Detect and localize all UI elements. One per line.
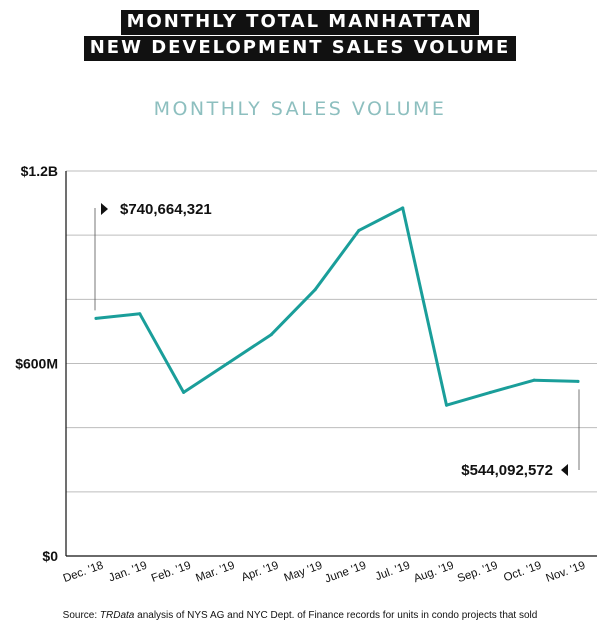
series-line <box>94 206 580 407</box>
x-tick-label-9: Sep. '19 <box>456 560 499 586</box>
data-point-2 <box>182 390 186 394</box>
x-tick-label-1: Jan. '19 <box>107 560 149 585</box>
data-point-5 <box>313 288 317 292</box>
source-italic: TRData <box>99 610 135 621</box>
chart-subtitle: MONTHLY SALES VOLUME <box>153 98 447 120</box>
x-tick-label-3: Mar. '19 <box>194 560 236 585</box>
x-tick-label-5: May '19 <box>282 560 324 585</box>
data-point-10 <box>532 378 536 382</box>
data-point-3 <box>225 362 229 365</box>
annotation-label-1: $740,664,321 <box>120 201 212 218</box>
x-tick-label-10: Oct. '19 <box>502 560 543 585</box>
x-tick-label-2: Feb. '19 <box>150 560 193 585</box>
annotation-label-2: $544,092,572 <box>461 462 553 479</box>
y-tick-label-0: $0 <box>42 548 58 564</box>
x-tick-label-4: Apr. '19 <box>240 560 280 584</box>
data-point-1 <box>138 312 142 316</box>
data-point-9 <box>488 390 492 394</box>
x-tick-label-7: Jul. '19 <box>374 560 412 584</box>
title-line-2: NEW DEVELOPMENT SALES VOLUME <box>83 36 517 61</box>
data-point-6 <box>357 228 361 232</box>
chart-title-block: MONTHLY TOTAL MANHATTAN NEW DEVELOPMENT … <box>0 10 600 61</box>
data-point-11 <box>576 379 580 383</box>
y-tick-label-2: $1.2B <box>21 163 58 179</box>
data-point-0 <box>94 316 98 320</box>
x-tick-label-0: Dec. '18 <box>62 560 105 586</box>
y-tick-label-1: $600M <box>15 356 58 372</box>
x-tick-label-6: June '19 <box>323 560 368 586</box>
annotation-pointer-2 <box>561 464 568 476</box>
source-note: Source: TRData analysis of NYS AG and NY… <box>0 610 600 621</box>
data-point-4 <box>269 333 273 337</box>
data-point-7 <box>401 206 405 210</box>
source-prefix: Source: <box>62 610 100 621</box>
x-tick-label-8: Aug. '19 <box>412 560 455 586</box>
source-rest: analysis of NYS AG and NYC Dept. of Fina… <box>134 610 538 621</box>
annotation-pointer-1 <box>101 203 108 215</box>
title-line-1: MONTHLY TOTAL MANHATTAN <box>120 10 480 35</box>
x-tick-label-11: Nov. '19 <box>544 560 587 585</box>
data-point-8 <box>445 403 449 407</box>
